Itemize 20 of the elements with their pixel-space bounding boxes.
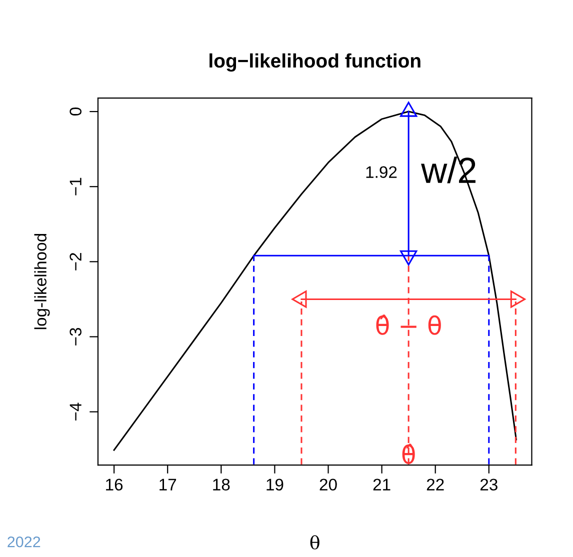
- y-tick-label: −2: [70, 253, 82, 270]
- y-axis-title: log-likelihood: [34, 234, 50, 330]
- x-tick-label: 18: [213, 478, 230, 491]
- x-tick-label: 20: [320, 478, 337, 491]
- chart-title: log−likelihood function: [210, 53, 420, 72]
- x-tick-label: 22: [426, 478, 444, 490]
- x-tick-label: 19: [266, 478, 284, 491]
- annotation: 1.92: [366, 166, 397, 178]
- x-axis-title: θ: [310, 535, 320, 550]
- y-tick-label: −4: [70, 402, 82, 420]
- x-tick-label: 21: [373, 478, 390, 490]
- x-tick-label: 23: [480, 478, 498, 491]
- y-tick-label: 0: [70, 108, 82, 116]
- y-tick-label: −3: [70, 328, 82, 346]
- x-tick-label: 17: [160, 478, 176, 490]
- annotation: θ̂ − θ: [376, 314, 441, 335]
- y-tick-label: −1: [70, 178, 82, 196]
- text: 2022: [8, 536, 40, 548]
- annotation: θ̂: [402, 444, 415, 464]
- x-tick-label: 16: [106, 478, 123, 491]
